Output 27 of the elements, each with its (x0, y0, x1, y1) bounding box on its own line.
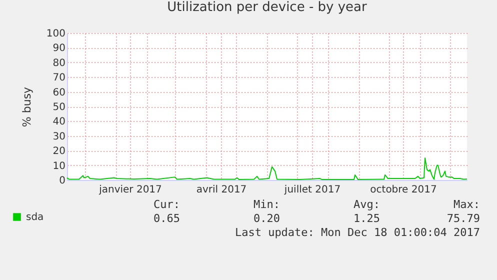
y-tick-label: 40 (52, 116, 66, 128)
x-tick-label: octobre 2017 (370, 184, 437, 196)
text: 1.25 (352, 212, 380, 225)
x-tick-label: juillet 2017 (283, 184, 341, 196)
text: Max: (452, 198, 480, 211)
text: Avg: (352, 198, 380, 211)
x-tick-label: janvier 2017 (98, 184, 162, 196)
text: Last update: Mon Dec 18 01:00:04 2017 (234, 226, 480, 239)
y-tick-label: 30 (52, 131, 66, 142)
y-axis-title: % busy (20, 86, 34, 128)
y-tick-label: 60 (52, 87, 66, 98)
y-tick-label: 100 (46, 28, 66, 40)
y-tick-label: 10 (52, 160, 66, 172)
y-tick-label: 20 (52, 146, 66, 158)
x-tick-label: avril 2017 (196, 184, 247, 196)
y-tick-label: 90 (52, 43, 66, 54)
y-tick-label: 50 (52, 102, 66, 113)
text: Cur: (152, 198, 180, 211)
y-tick-label: 70 (52, 72, 66, 84)
text: 75.79 (446, 212, 480, 225)
y-tick-label: 0 (59, 176, 66, 186)
text: 0.65 (152, 212, 180, 225)
text: 0.20 (252, 212, 280, 225)
text: Min: (252, 198, 280, 211)
y-tick-label: 80 (52, 58, 66, 69)
chart-title: Utilization per device - by year (167, 0, 368, 15)
legend-label: sda (26, 212, 44, 223)
